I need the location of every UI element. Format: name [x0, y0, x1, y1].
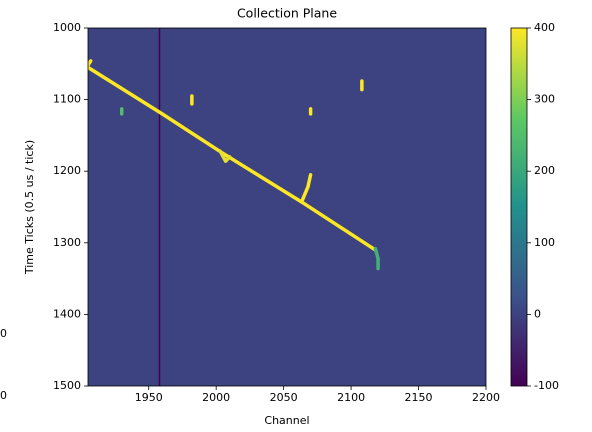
- colorbar-tick-label: 400: [534, 21, 555, 34]
- y-tick-label: 1300: [53, 236, 81, 249]
- track: [218, 149, 232, 163]
- track: [300, 173, 313, 202]
- y-tick-label: 1400: [53, 307, 81, 320]
- heatmap-background: [88, 28, 486, 386]
- x-tick-label: 1950: [135, 391, 163, 404]
- x-tick-label: 2200: [472, 391, 500, 404]
- x-tick-label: 2050: [270, 391, 298, 404]
- y-tick-label: 1100: [53, 93, 81, 106]
- chart-title: Collection Plane: [237, 6, 337, 21]
- y-axis-label: Time Ticks (0.5 us / tick): [23, 140, 36, 275]
- y-tick-label: 1200: [53, 164, 81, 177]
- colorbar-tick-label: 0: [534, 307, 541, 320]
- x-axis-label: Channel: [264, 414, 309, 427]
- tracks: [88, 28, 380, 386]
- stray-label: 0: [0, 389, 7, 402]
- track: [373, 246, 380, 271]
- track: [88, 59, 93, 67]
- y-tick-label: 1000: [53, 21, 81, 34]
- colorbar-tick-label: 100: [534, 236, 555, 249]
- plot-frame: [87, 27, 487, 387]
- stray-label: 0: [0, 327, 7, 340]
- colorbar: [510, 27, 528, 387]
- y-tick-label: 1500: [53, 379, 81, 392]
- colorbar-tick-label: -100: [534, 379, 559, 392]
- colorbar-tick-label: 200: [534, 164, 555, 177]
- x-tick-label: 2150: [405, 391, 433, 404]
- x-tick-label: 2100: [337, 391, 365, 404]
- x-tick-label: 2000: [202, 391, 230, 404]
- colorbar-tick-label: 300: [534, 93, 555, 106]
